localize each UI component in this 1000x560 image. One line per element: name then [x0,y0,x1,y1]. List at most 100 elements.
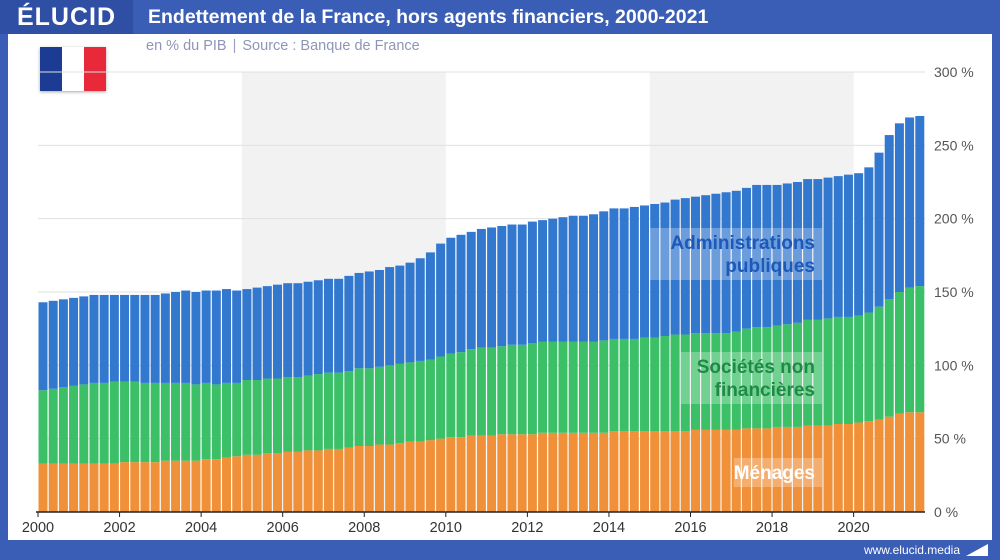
bar-segment [517,224,527,345]
bar-segment [772,325,782,427]
bar-segment [344,275,354,372]
bar-segment [619,431,629,512]
bars [38,116,925,512]
bar-segment [130,462,140,512]
bar-segment [568,432,578,512]
bar-segment [813,319,823,426]
bar-segment [181,290,191,383]
bar-segment [487,227,497,348]
bar-segment [874,419,884,512]
y-tick-label: 200 % [934,211,974,227]
bar-segment [385,444,395,512]
bar-segment [650,337,660,432]
bar-segment [160,460,170,512]
bar-segment [69,297,79,386]
bar-segment [395,265,405,364]
bar-segment [150,382,160,463]
bar-segment [589,214,599,342]
bar-segment [741,328,751,429]
bar-segment [364,271,374,369]
brand-logo[interactable]: ÉLUCID [0,0,133,34]
bar-segment [792,322,802,427]
bar-segment [701,333,711,430]
bar-segment [120,294,130,382]
bar-segment [109,381,119,464]
bar-segment [334,278,344,373]
bar-segment [232,290,242,383]
x-tick-label: 2002 [103,520,135,536]
bar-segment [792,426,802,512]
bar-segment [405,362,415,442]
bar-segment [425,440,435,512]
bar-segment [670,199,680,335]
footer-url[interactable]: www.elucid.media [863,543,960,557]
bar-segment [446,237,456,354]
bar-segment [303,375,313,451]
bar-segment [222,382,232,458]
bar-segment [843,174,853,317]
bar-segment [171,292,181,383]
bar-segment [79,384,89,464]
bar-segment [385,267,395,366]
bar-segment [405,262,415,363]
bar-segment [395,443,405,512]
subtitle-separator: | [232,38,237,54]
bar-segment [171,460,181,512]
bar-segment [415,258,425,361]
subtitle-unit: en % du PIB [146,38,227,54]
flag-red-stripe [84,47,106,91]
bar-segment [833,316,843,424]
bar-segment [609,208,619,339]
bar-segment [915,116,925,287]
bar-segment [701,429,711,512]
bar-segment [283,377,293,452]
bar-segment [640,205,650,338]
bar-segment [181,382,191,461]
x-tick-label: 2010 [430,520,462,536]
bar-segment [894,413,904,512]
bar-segment [558,217,568,342]
bar-segment [222,457,232,512]
bar-segment [69,463,79,512]
bar-segment [803,179,813,320]
bar-segment [354,272,364,369]
bar-segment [344,447,354,512]
bar-segment [731,331,741,430]
y-tick-label: 250 % [934,137,974,153]
bar-segment [833,176,843,317]
bar-segment [436,356,446,439]
bar-segment [680,431,690,512]
bar-segment [242,454,252,512]
bar-segment [272,453,282,512]
bar-segment [354,368,364,446]
chart-subtitle: en % du PIB | Source : Banque de France [146,38,420,54]
bar-segment [334,448,344,512]
bar-segment [813,425,823,512]
bar-segment [558,341,568,433]
bar-segment [884,416,894,512]
bar-segment [232,382,242,457]
bar-segment [854,315,864,423]
bar-segment [640,337,650,432]
bar-segment [48,300,58,389]
bar-segment [538,220,548,342]
x-tick-label: 2016 [674,520,706,536]
bar-segment [578,341,588,433]
bar-segment [364,446,374,512]
bar-segment [527,221,537,344]
bar-segment [527,343,537,435]
bar-segment [323,278,333,373]
bar-segment [181,460,191,512]
bar-segment [456,352,466,438]
bar-segment [130,381,140,463]
bar-segment [680,334,690,432]
bar-segment [313,450,323,512]
bar-segment [456,437,466,512]
bar-segment [854,173,864,316]
bar-segment [456,234,466,353]
bar-segment [752,184,762,328]
bar-segment [242,380,252,455]
bar-segment [58,299,68,388]
bar-segment [201,459,211,512]
